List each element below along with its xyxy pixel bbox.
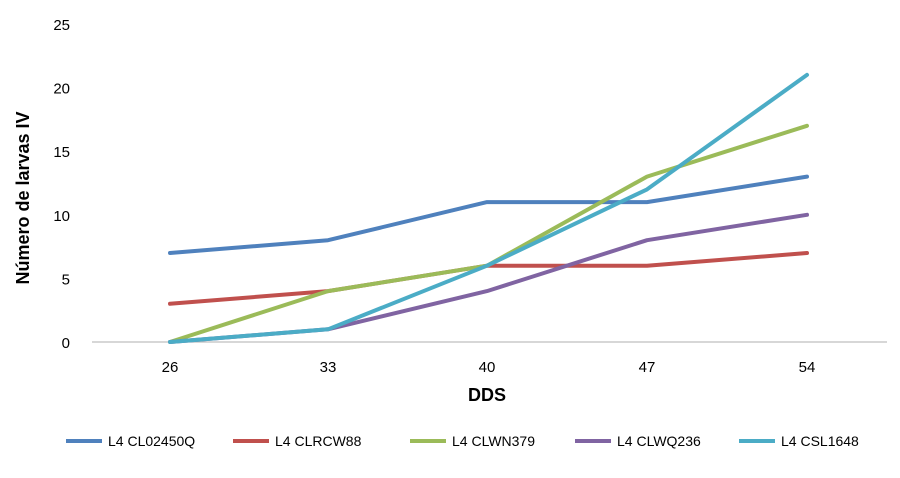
legend-label: L4 CL02450Q xyxy=(108,433,195,449)
series-line-4 xyxy=(168,212,809,344)
x-tick-label: 26 xyxy=(162,359,179,376)
x-tick-label: 54 xyxy=(799,359,816,376)
x-tick-label: 33 xyxy=(320,359,337,376)
series-line-1 xyxy=(168,174,809,255)
y-axis-ticks: 0 5 10 15 20 25 xyxy=(53,17,70,352)
y-tick-label: 10 xyxy=(53,208,70,225)
legend: L4 CL02450Q L4 CLRCW88 L4 CLWN379 L4 CLWQ23… xyxy=(66,433,859,449)
x-axis-ticks: 26 33 40 47 54 xyxy=(162,359,816,376)
y-tick-label: 0 xyxy=(62,335,70,352)
series-line-2 xyxy=(168,251,809,306)
y-tick-label: 15 xyxy=(53,144,70,161)
legend-label: L4 CLWQ236 xyxy=(617,433,701,449)
y-tick-label: 5 xyxy=(62,271,70,288)
legend-label: L4 CLWN379 xyxy=(452,433,535,449)
legend-label: L4 CSL1648 xyxy=(781,433,859,449)
x-tick-label: 47 xyxy=(639,359,656,376)
legend-label: L4 CLRCW88 xyxy=(275,433,362,449)
series-line-5 xyxy=(168,72,809,344)
series-lines xyxy=(168,72,809,344)
y-axis-title: Número de larvas IV xyxy=(13,111,33,284)
series-line-3 xyxy=(168,123,809,344)
x-axis-title: DDS xyxy=(468,385,506,405)
y-tick-label: 20 xyxy=(53,81,70,98)
x-tick-label: 40 xyxy=(479,359,496,376)
y-tick-label: 25 xyxy=(53,17,70,34)
